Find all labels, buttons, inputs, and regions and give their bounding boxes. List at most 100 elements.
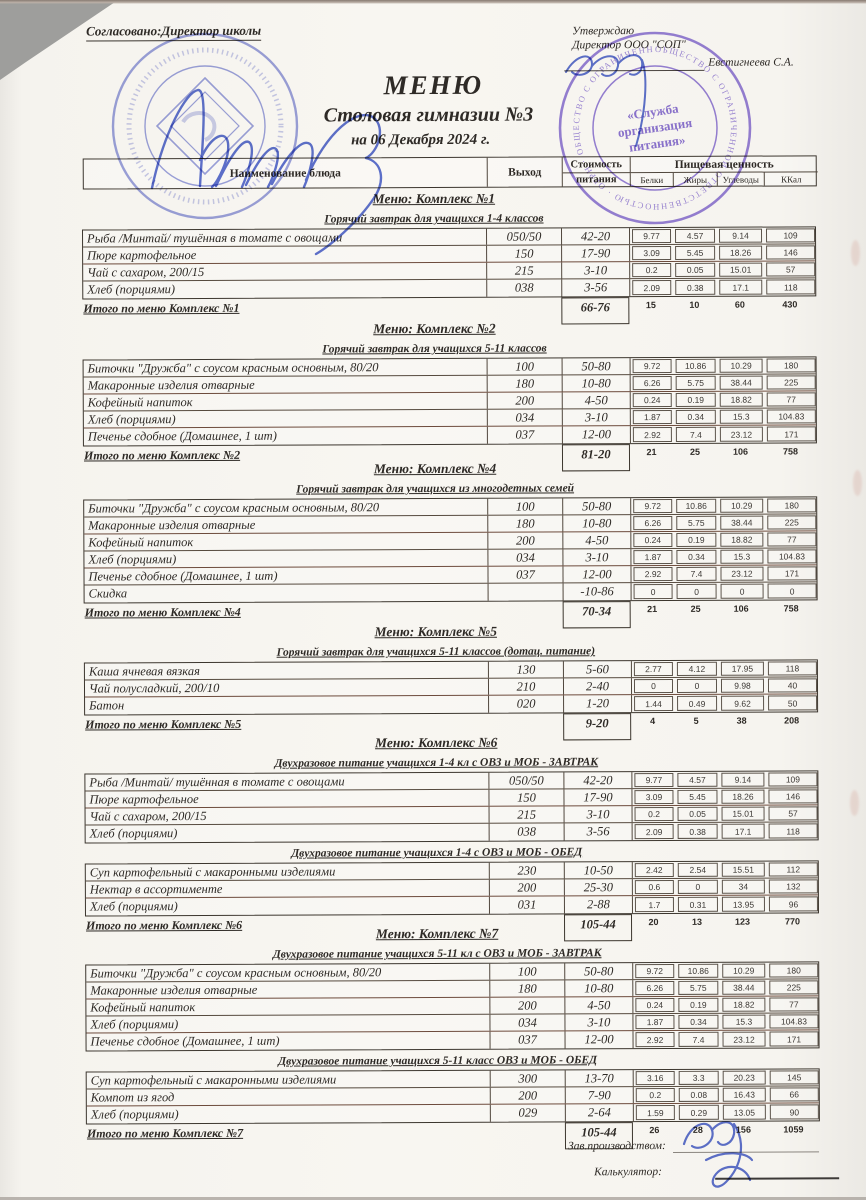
production-manager-signature-line <box>673 1151 820 1153</box>
dish-cost: 3-10 <box>563 549 632 566</box>
menu-table: Биточки "Дружба" с соусом красным основн… <box>85 961 820 1052</box>
dish-nutrition-value: 3.16 <box>634 1070 677 1086</box>
dish-name: Хлеб (порциями) <box>83 409 488 428</box>
dish-output: 200 <box>490 1087 566 1104</box>
dish-output: 210 <box>488 678 565 695</box>
menu-row: Батон 020 1-20 1.44 0.49 9.62 50 <box>85 694 819 715</box>
dish-nutrition-value: 6.26 <box>631 515 674 531</box>
dish-cost: 3-56 <box>564 823 633 841</box>
dish-nutrition-value: 0.24 <box>633 997 676 1013</box>
menu-total-row: Итого по меню Комплекс №4 70-34 21 25 106 758 <box>84 600 818 629</box>
dish-cost: 10-80 <box>562 375 631 392</box>
menu-row: Хлеб (порциями) 029 2-64 1.59 0.29 13.05 90 <box>86 1103 819 1124</box>
dish-nutrition-value: 1.7 <box>633 896 676 913</box>
dish-output: 037 <box>490 1031 566 1049</box>
dish-nutrition-value: 0 <box>675 678 719 694</box>
menu-total-nutrition: 156 <box>735 1124 751 1135</box>
dish-name: Суп картофельный с макаронными изделиями <box>86 1070 491 1089</box>
dish-nutrition-value: 0 <box>632 583 675 600</box>
dish-name: Печенье сдобное (Домашнее, 1 шт) <box>83 426 488 446</box>
col-kcal: ККал <box>781 173 802 184</box>
dish-nutrition-value: 109 <box>764 227 817 243</box>
dish-output: 180 <box>488 515 564 532</box>
menu-row: Печенье сдобное (Домашнее, 1 шт) 037 12-00… <box>86 1030 819 1051</box>
dish-nutrition-value: 57 <box>767 805 820 821</box>
dish-nutrition-value: 1.87 <box>631 549 674 565</box>
dish-nutrition-value: 0.31 <box>676 896 720 913</box>
dish-cost: 12-00 <box>563 566 632 583</box>
dish-output: 200 <box>490 997 566 1014</box>
scan-top-edge <box>0 0 866 4</box>
dish-nutrition-value: 5.75 <box>674 375 718 391</box>
dish-cost: 7-90 <box>565 1087 634 1104</box>
dish-nutrition-value: 104.83 <box>767 1013 820 1029</box>
dish-nutrition-value: 0.05 <box>673 262 717 278</box>
dish-name: Рыба /Минтай/ тушённая в томате с овощам… <box>85 772 490 791</box>
dish-name: Хлеб (порциями) <box>86 1014 491 1033</box>
dish-output: 180 <box>487 375 563 392</box>
dish-output: 215 <box>487 262 563 279</box>
dish-nutrition-value: 7.4 <box>674 566 718 582</box>
menu-table: Биточки "Дружба" с соусом красным основн… <box>82 356 818 447</box>
menu-total-row: Итого по меню Комплекс №7 105-44 26 28 156 10… <box>86 1121 820 1150</box>
dish-nutrition-value: 118 <box>767 822 820 839</box>
dish-nutrition-value: 9.77 <box>632 772 675 788</box>
dish-output <box>488 583 564 601</box>
dish-nutrition-value: 0.38 <box>673 279 717 296</box>
dish-output: 031 <box>489 896 565 914</box>
dish-nutrition-value: 57 <box>764 261 817 277</box>
dish-nutrition-value: 1.59 <box>634 1104 677 1121</box>
dish-nutrition-value: 180 <box>765 357 818 373</box>
menu-table: Биточки "Дружба" с соусом красным основн… <box>83 496 818 604</box>
production-manager-label: Зав.производством: <box>567 1139 666 1153</box>
dish-nutrition-value: 0.19 <box>676 997 720 1013</box>
dish-nutrition-value: 10.29 <box>720 963 767 979</box>
dish-nutrition-value: 1.87 <box>633 1014 676 1030</box>
dish-nutrition-value: 38.44 <box>720 980 767 996</box>
dish-output: 300 <box>490 1070 566 1087</box>
dish-name: Нектар в ассортименте <box>85 879 490 898</box>
dish-nutrition-value: 5.75 <box>676 980 720 996</box>
dish-nutrition-value: 77 <box>767 996 820 1012</box>
dish-cost: 25-30 <box>564 879 633 896</box>
dish-nutrition-value: 3.09 <box>630 245 673 261</box>
dish-nutrition-value: 146 <box>766 788 819 804</box>
dish-nutrition-value: 1.87 <box>631 409 674 425</box>
dish-nutrition-value: 18.82 <box>718 532 765 548</box>
dish-nutrition-value: 50 <box>766 694 819 711</box>
dish-cost: 17-90 <box>564 789 633 806</box>
dish-nutrition-value: 0 <box>719 583 766 600</box>
approve-director-line: Директор ООО "СОП" <box>572 38 686 52</box>
dish-nutrition-value: 4.57 <box>673 228 717 244</box>
menu-title: Меню: Комплекс №1 <box>372 190 496 207</box>
dish-nutrition-value: 0.24 <box>631 392 674 408</box>
dish-nutrition-value: 18.26 <box>719 789 766 805</box>
dish-nutrition-value: 20.23 <box>721 1070 768 1086</box>
dish-nutrition-value: 9.72 <box>631 358 674 374</box>
menu-row: Печенье сдобное (Домашнее, 1 шт) 037 12-00… <box>83 425 816 446</box>
dish-cost: -10-86 <box>563 583 632 601</box>
dish-nutrition-value: 38.44 <box>718 375 765 391</box>
dish-cost: 10-80 <box>563 515 632 532</box>
dish-nutrition-value: 15.3 <box>718 409 765 425</box>
dish-cost: 3-10 <box>564 806 633 823</box>
dish-cost: 5-60 <box>563 661 632 678</box>
dish-nutrition-value: 15.01 <box>717 262 764 278</box>
dish-nutrition-value: 13.95 <box>720 896 767 913</box>
dish-output: 100 <box>490 963 566 980</box>
approve-word: Утверждаю <box>572 25 635 38</box>
dish-nutrition-value: 7.4 <box>674 426 718 443</box>
dish-name: Макаронные изделия отварные <box>83 375 488 394</box>
dish-nutrition-value: 10.29 <box>718 358 765 374</box>
dish-output: 037 <box>488 566 564 583</box>
dish-nutrition-value: 2.42 <box>633 862 676 878</box>
dish-nutrition-value: 77 <box>765 391 818 407</box>
menu-total-nutrition: 1059 <box>783 1124 804 1135</box>
dish-nutrition-value: 23.12 <box>721 1031 768 1048</box>
menu-table: Суп картофельный с макаронными изделиями… <box>85 1068 820 1125</box>
menu-subtitle: Горячий завтрак для учащихся 1-4 классов <box>324 212 544 226</box>
menu-subtitle: Двухразовое питание учащихся 5-11 кл с О… <box>272 947 602 961</box>
dish-nutrition-value: 180 <box>767 962 820 978</box>
dish-nutrition-value: 15.51 <box>720 862 767 878</box>
dish-nutrition-value: 18.82 <box>720 997 767 1013</box>
